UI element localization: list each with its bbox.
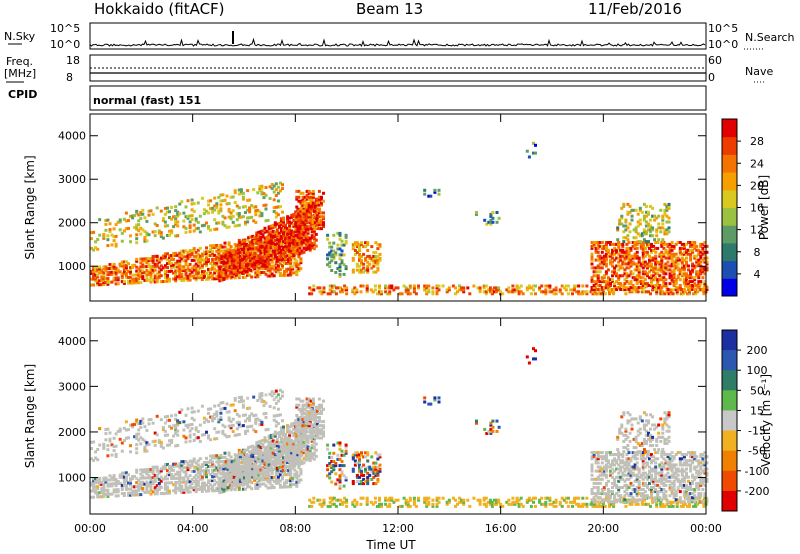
nsky-panel-frame xyxy=(89,22,707,50)
y-tick-label-0-4000: 4000 xyxy=(58,130,86,143)
x-tick-label-4: 16:00 xyxy=(485,522,517,535)
x-tick-label-1: 04:00 xyxy=(177,522,209,535)
power-colorbar-cell-7 xyxy=(722,154,737,173)
nave-tick-bottom: 0 xyxy=(708,71,715,84)
power-colorbar-cell-0 xyxy=(722,278,737,297)
freq-tick-top: 18 xyxy=(66,54,80,67)
velocity-cb-label-6: -100 xyxy=(745,465,770,478)
velocity-colorbar-cell-1 xyxy=(722,350,737,371)
nsky-tick-top: 10^5 xyxy=(50,22,81,35)
power-scatter-cells xyxy=(90,141,709,296)
cpid-text: normal (fast) 151 xyxy=(93,94,202,107)
cpid-panel-frame xyxy=(89,85,707,111)
velocity-colorbar-cell-6 xyxy=(722,450,737,472)
x-tick-label-3: 12:00 xyxy=(382,522,414,535)
nave-tick-top: 60 xyxy=(708,54,722,67)
y-tick-label-1-3000: 3000 xyxy=(58,380,86,393)
date-title: 11/Feb/2016 xyxy=(588,0,682,18)
velocity-cb-label-7: -200 xyxy=(745,485,770,498)
velocity-colorbar-label: Velocity [m s⁻¹] xyxy=(759,374,773,467)
velocity-colorbar-cell-7 xyxy=(722,470,737,492)
nsky-trace xyxy=(89,37,706,47)
nsearch-label: N.Search xyxy=(745,31,795,44)
nsearch-tick-top: 10^5 xyxy=(708,22,739,35)
velocity-cb-label-5: -50 xyxy=(748,445,766,458)
velocity-cb-label-4: -15 xyxy=(748,425,766,438)
velocity-colorbar-frame xyxy=(721,329,738,512)
power-colorbar-cell-6 xyxy=(722,172,737,191)
velocity-cb-label-1: 100 xyxy=(747,364,768,377)
beam-title: Beam 13 xyxy=(356,0,424,18)
power-cb-label-28: 28 xyxy=(750,135,764,148)
freq-label: Freq. xyxy=(6,55,34,68)
power-cb-label-4: 4 xyxy=(754,268,761,281)
velocity-colorbar-cell-3 xyxy=(722,390,737,411)
x-tick-label-6: 00:00 xyxy=(690,522,722,535)
cpid-label: CPID xyxy=(8,88,38,101)
freq-tick-bottom: 8 xyxy=(66,71,73,84)
velocity-cb-label-3: 15 xyxy=(750,404,764,417)
power-colorbar-cell-5 xyxy=(722,189,737,208)
velocity-cb-label-2: 50 xyxy=(750,384,764,397)
nsky-label: N.Sky xyxy=(4,30,36,43)
x-tick-label-2: 08:00 xyxy=(279,522,311,535)
station-title: Hokkaido (fitACF) xyxy=(94,0,225,18)
x-axis-label: Time UT xyxy=(365,538,416,552)
power-colorbar-cell-1 xyxy=(722,260,737,279)
velocity-colorbar-cell-2 xyxy=(722,370,737,391)
y-tick-label-1-1000: 1000 xyxy=(58,472,86,485)
nsky-tick-bottom: 10^0 xyxy=(50,38,81,51)
velocity-colorbar-cell-5 xyxy=(722,430,737,452)
velocity-scatter-cells xyxy=(90,347,709,508)
velocity-colorbar-cell-0 xyxy=(722,330,737,351)
y-tick-label-0-1000: 1000 xyxy=(58,260,86,273)
power-cb-label-20: 20 xyxy=(750,179,764,192)
power-colorbar-label: Power [dB] xyxy=(757,175,771,240)
power-colorbar-cell-4 xyxy=(722,207,737,226)
nsearch-tick-bottom: 10^0 xyxy=(708,38,739,51)
power-colorbar-cell-8 xyxy=(722,136,737,155)
power-colorbar-cell-2 xyxy=(722,242,737,262)
x-tick-label-0: 00:00 xyxy=(74,522,106,535)
power-colorbar-cell-3 xyxy=(722,225,737,244)
x-tick-label-5: 20:00 xyxy=(587,522,619,535)
y-tick-label-0-3000: 3000 xyxy=(58,173,86,186)
power-cb-label-24: 24 xyxy=(750,157,764,170)
power-cb-label-12: 12 xyxy=(750,224,764,237)
power-cb-label-16: 16 xyxy=(750,202,764,215)
freq-unit-label: [MHz] xyxy=(4,67,37,80)
y-axis-label-1: Slant Range [km] xyxy=(23,364,37,468)
y-tick-label-1-2000: 2000 xyxy=(58,426,86,439)
power-cb-label-8: 8 xyxy=(754,246,761,259)
velocity-colorbar-cell-4 xyxy=(722,410,737,432)
velocity-colorbar-cell-8 xyxy=(722,490,737,512)
y-tick-label-1-4000: 4000 xyxy=(58,335,86,348)
velocity-cb-label-0: 200 xyxy=(747,344,768,357)
y-tick-label-0-2000: 2000 xyxy=(58,217,86,230)
y-axis-label-0: Slant Range [km] xyxy=(23,155,37,259)
power-colorbar-cell-9 xyxy=(722,119,737,138)
nave-label: Nave xyxy=(745,65,774,78)
